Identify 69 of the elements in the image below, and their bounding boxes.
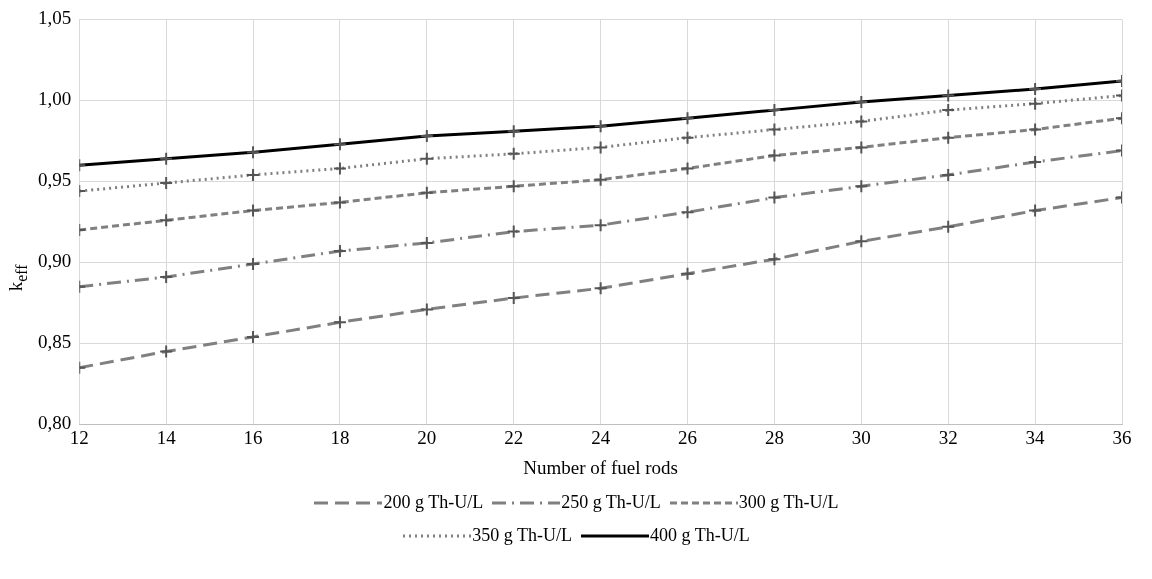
point [159, 344, 174, 359]
point [854, 234, 869, 249]
point [332, 195, 347, 210]
legend-label: 300 g Th-U/L [738, 492, 839, 513]
point [767, 252, 782, 267]
x-tick-label: 28 [764, 426, 784, 448]
point [680, 161, 695, 176]
point [506, 179, 521, 194]
point [941, 167, 956, 182]
point [593, 172, 608, 187]
legend-label: 400 g Th-U/L [650, 525, 750, 546]
legend-label: 250 g Th-U/L [561, 492, 661, 513]
y-tick-label: 0,80 [38, 412, 72, 434]
point [246, 167, 261, 182]
point [332, 315, 347, 330]
point [1028, 96, 1043, 111]
point [419, 235, 434, 250]
point [419, 151, 434, 166]
point [941, 219, 956, 234]
y-tick-label: 0,90 [38, 250, 72, 272]
x-tick-label: 20 [417, 426, 437, 448]
x-tick-label: 24 [591, 426, 611, 448]
legend-label: 350 g Th-U/L [472, 525, 572, 546]
y-tick-label: 0,95 [38, 169, 72, 191]
y-tick-label: 1,05 [38, 7, 72, 29]
point [767, 148, 782, 163]
point [1028, 203, 1043, 218]
x-axis-title: Number of fuel rods [523, 456, 678, 478]
point [159, 269, 174, 284]
point [246, 329, 261, 344]
point [680, 130, 695, 145]
x-tick-label: 18 [330, 426, 350, 448]
x-tick-label: 14 [156, 426, 177, 448]
x-tick-label: 30 [851, 426, 871, 448]
point [767, 122, 782, 137]
point [680, 205, 695, 220]
point [1028, 122, 1043, 137]
x-tick-label: 12 [69, 426, 89, 448]
x-tick-label: 22 [504, 426, 524, 448]
point [332, 244, 347, 259]
point [419, 185, 434, 200]
point [854, 140, 869, 155]
point [159, 213, 174, 228]
y-tick-label: 1,00 [38, 88, 72, 110]
y-tick-label: 0,85 [38, 331, 72, 353]
point [941, 103, 956, 118]
x-tick-label: 34 [1025, 426, 1046, 448]
point [854, 179, 869, 194]
point [767, 190, 782, 205]
point [246, 203, 261, 218]
point [506, 224, 521, 239]
point [506, 291, 521, 306]
x-tick-label: 36 [1112, 426, 1132, 448]
x-tick-label: 26 [678, 426, 698, 448]
point [680, 266, 695, 281]
point [506, 146, 521, 161]
point [854, 114, 869, 129]
point [593, 140, 608, 155]
point [593, 218, 608, 233]
point [159, 176, 174, 191]
x-tick-label: 32 [938, 426, 958, 448]
point [1028, 154, 1043, 169]
point [941, 130, 956, 145]
point [332, 161, 347, 176]
legend-label: 200 g Th-U/L [383, 492, 484, 513]
point [246, 257, 261, 272]
point [593, 281, 608, 296]
point [419, 302, 434, 317]
x-tick-label: 16 [243, 426, 263, 448]
